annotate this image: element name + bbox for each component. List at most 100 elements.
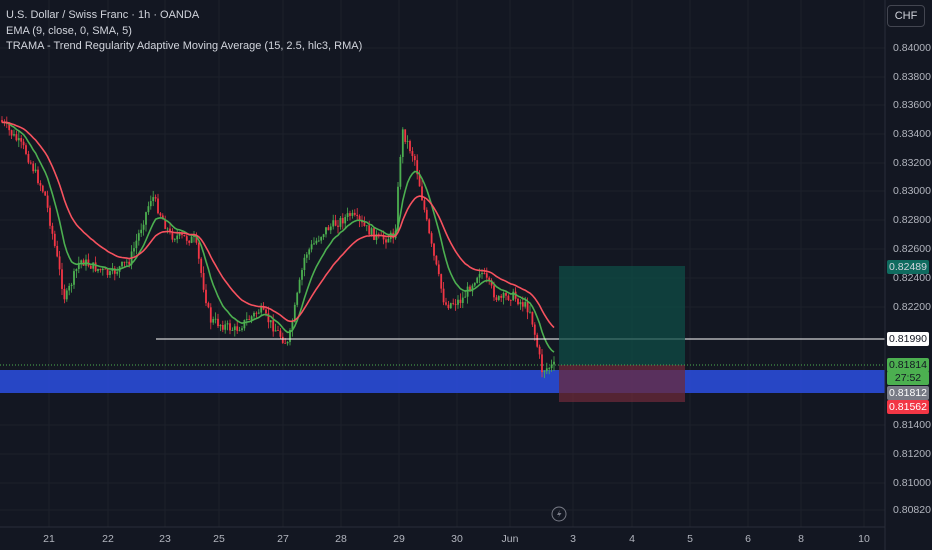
candle-body (473, 282, 476, 286)
candle-body (488, 277, 491, 281)
trama-indicator-label[interactable]: TRAMA - Trend Regularity Adaptive Moving… (6, 40, 363, 52)
lightning-icon[interactable] (551, 506, 567, 522)
price-tick-label: 0.81200 (893, 448, 931, 460)
ema-indicator-label[interactable]: EMA (9, close, 0, SMA, 5) (6, 24, 132, 37)
candle-body (154, 197, 157, 199)
candle-body (193, 236, 195, 237)
candle-body (29, 162, 32, 164)
candle-body (253, 312, 255, 317)
price-tick-label: 0.81000 (893, 477, 931, 489)
entry-price-tag: 0.81812 (887, 386, 929, 400)
demand-zone (0, 370, 885, 393)
candle-body (406, 141, 409, 142)
candle-body (469, 286, 471, 292)
candle-body (543, 371, 546, 373)
candle-body (536, 334, 539, 347)
long-position-target-zone[interactable] (559, 266, 685, 365)
candle-body (298, 279, 301, 293)
price-tick-label: 0.81400 (893, 419, 931, 431)
candle-body (200, 258, 203, 273)
candle-body (46, 195, 49, 208)
candle-body (421, 186, 423, 201)
time-tick-label: 3 (570, 533, 576, 545)
candle-body (44, 191, 47, 196)
candle-body (277, 330, 279, 332)
candle-body (73, 271, 75, 285)
candle-body (65, 290, 68, 300)
candle-body (63, 288, 66, 300)
candle-body (109, 271, 111, 276)
candle-body (497, 295, 500, 300)
candle-body (291, 322, 294, 330)
candle-body (34, 169, 37, 172)
candle-body (207, 303, 210, 308)
candle-body (61, 269, 63, 289)
candle-body (337, 225, 339, 227)
long-position-stop-zone[interactable] (559, 365, 685, 402)
candle-body (454, 303, 457, 305)
candle-body (373, 228, 375, 240)
candle-body (363, 222, 366, 226)
candle-body (538, 346, 541, 355)
time-tick-label: 4 (629, 533, 635, 545)
candle-body (221, 325, 224, 330)
candle-body (10, 130, 13, 136)
candle-body (197, 242, 200, 259)
time-tick-label: 5 (687, 533, 693, 545)
symbol-title[interactable]: U.S. Dollar / Swiss Franc · 1h · OANDA (6, 9, 200, 21)
candle-body (529, 311, 531, 313)
candle-body (548, 368, 551, 369)
countdown-tag: 27:52 (887, 371, 929, 385)
candle-body (133, 248, 135, 252)
candle-body (279, 330, 282, 337)
price-tick-label: 0.80820 (893, 504, 931, 516)
candle-body (80, 260, 83, 263)
price-tick-label: 0.82200 (893, 301, 931, 313)
candle-body (106, 268, 109, 276)
candle-body (25, 145, 27, 154)
candle-body (70, 284, 73, 286)
candle-body (368, 225, 371, 235)
candle-body (483, 273, 486, 274)
candle-body (397, 186, 399, 231)
candle-body (353, 212, 356, 215)
candle-body (553, 361, 555, 365)
candle-body (166, 228, 169, 230)
time-tick-label: 29 (393, 533, 405, 545)
candle-body (262, 306, 265, 310)
candle-body (411, 151, 414, 157)
currency-button[interactable]: CHF (887, 5, 925, 27)
time-tick-label: Jun (501, 533, 519, 545)
candle-body (310, 244, 313, 250)
price-tick-label: 0.84000 (893, 42, 931, 54)
candle-body (329, 226, 332, 231)
candle-body (521, 302, 524, 307)
candle-body (387, 238, 390, 243)
candle-body (433, 243, 435, 256)
candle-body (289, 329, 291, 342)
candle-body (135, 240, 138, 249)
candle-body (147, 206, 150, 213)
candle-body (205, 289, 207, 304)
candle-body (32, 163, 35, 172)
candle-body (449, 303, 452, 309)
candle-body (214, 318, 217, 320)
candle-body (171, 232, 174, 240)
candle-body (8, 123, 11, 131)
candle-body (404, 129, 407, 142)
candle-body (181, 232, 183, 235)
candle-body (49, 207, 51, 226)
candle-body (13, 134, 15, 136)
candle-body (145, 212, 147, 225)
candle-body (447, 304, 450, 309)
time-tick-label: 10 (858, 533, 870, 545)
time-tick-label: 23 (159, 533, 171, 545)
candle-body (56, 245, 59, 257)
candle-body (284, 342, 287, 344)
candle-body (286, 341, 289, 344)
candle-body (313, 243, 315, 245)
level-price-tag: 0.81990 (887, 332, 929, 346)
candle-body (305, 254, 308, 258)
candle-body (517, 298, 519, 305)
